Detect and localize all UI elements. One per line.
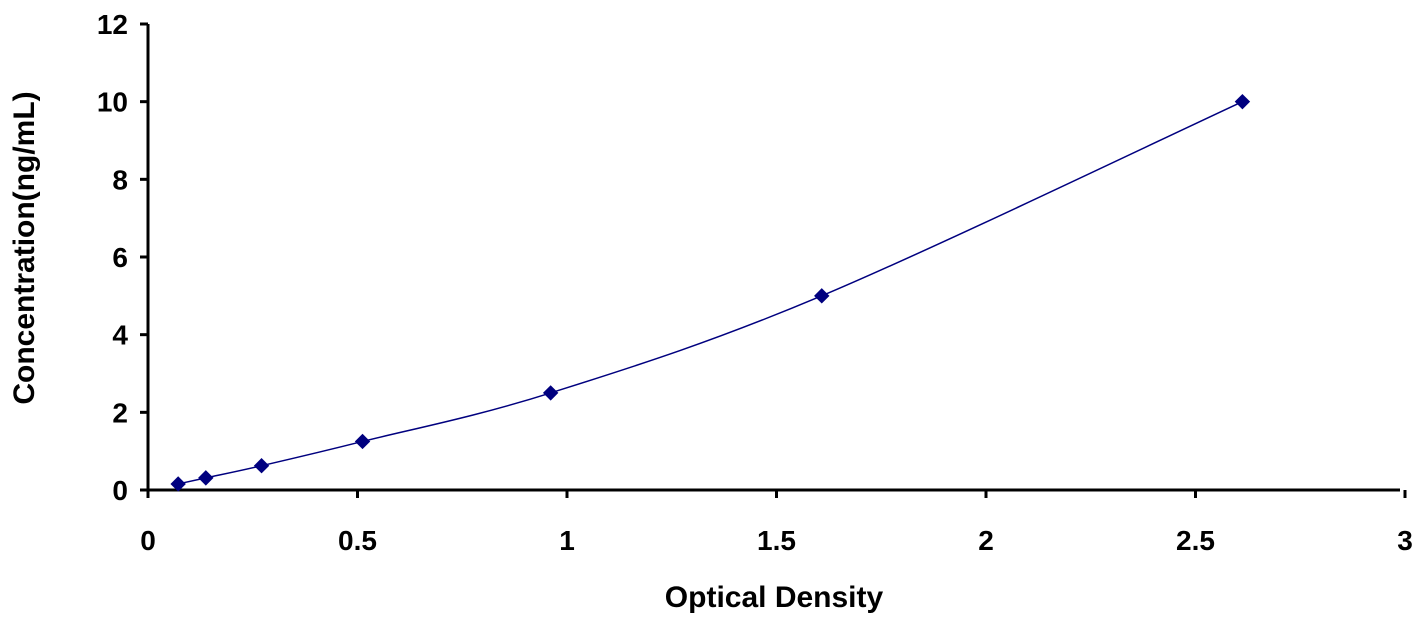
x-tick-label: 1 — [559, 525, 575, 556]
x-tick-label: 3 — [1397, 525, 1413, 556]
x-tick-label: 2.5 — [1176, 525, 1215, 556]
y-axis-title: Concentration(ng/mL) — [8, 91, 41, 404]
x-axis-title: Optical Density — [665, 581, 884, 614]
x-tick-label: 2 — [978, 525, 994, 556]
x-tick-label: 0 — [140, 525, 156, 556]
data-point-marker — [542, 385, 559, 401]
data-point-marker — [170, 476, 186, 492]
y-tick-label: 12 — [97, 9, 128, 40]
y-tick-label: 2 — [112, 397, 128, 428]
x-tick-label: 1.5 — [757, 525, 796, 556]
x-tick-label: 0.5 — [338, 525, 377, 556]
y-tick-label: 8 — [112, 164, 128, 195]
y-tick-label: 4 — [112, 320, 128, 351]
series-curve-line — [178, 100, 1243, 485]
data-point-marker — [198, 470, 214, 486]
axis-ticks — [140, 22, 1407, 498]
axes — [146, 24, 1400, 492]
data-point-marker — [814, 288, 830, 304]
data-point-marker — [1234, 93, 1251, 110]
y-tick-label: 0 — [112, 475, 128, 506]
y-tick-label: 10 — [97, 87, 128, 118]
data-point-marker — [354, 433, 371, 450]
y-tick-label: 6 — [112, 242, 128, 273]
data-point-marker — [253, 458, 270, 474]
axis-tick-labels: 0 2 4 6 8 10 12 0 0.5 1 1.5 2 2.5 3 — [97, 9, 1413, 556]
data-series — [170, 93, 1251, 492]
